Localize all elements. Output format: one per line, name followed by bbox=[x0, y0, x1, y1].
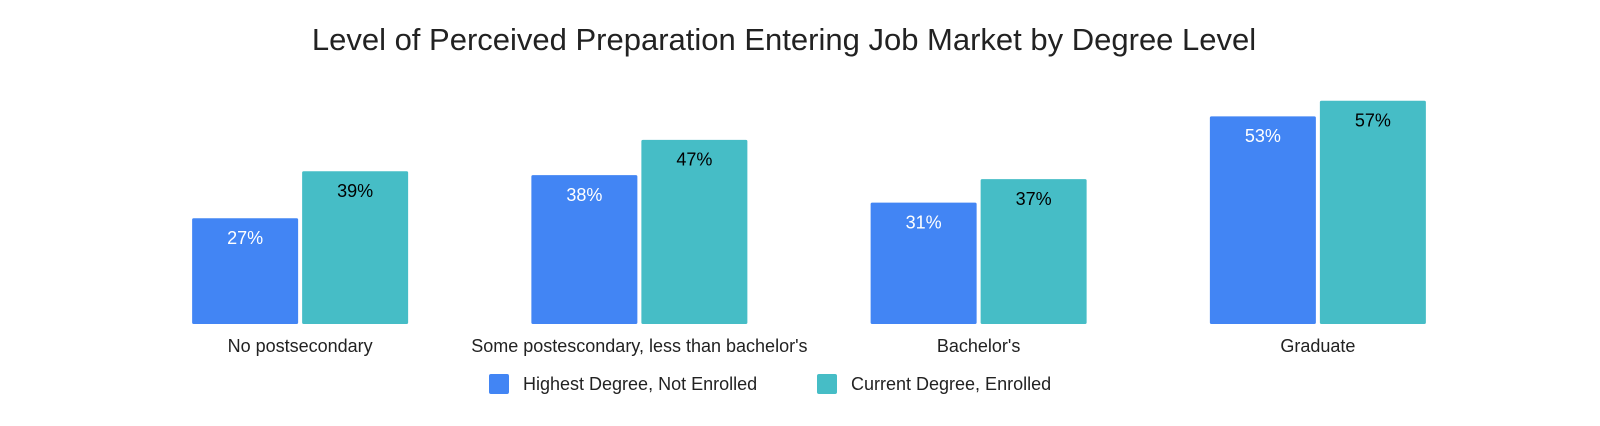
legend-swatch bbox=[817, 374, 837, 394]
legend-label: Highest Degree, Not Enrolled bbox=[523, 374, 757, 394]
data-label: 47% bbox=[676, 150, 712, 170]
bar bbox=[980, 179, 1087, 324]
x-tick-label: No postsecondary bbox=[228, 336, 373, 356]
bar bbox=[531, 175, 638, 324]
data-label: 31% bbox=[906, 212, 942, 232]
legend-swatch bbox=[489, 374, 509, 394]
data-label: 39% bbox=[337, 181, 373, 201]
x-tick-label: Some postescondary, less than bachelor's bbox=[471, 336, 807, 356]
bar bbox=[1319, 100, 1426, 324]
x-tick-label: Bachelor's bbox=[937, 336, 1020, 356]
data-label: 38% bbox=[566, 185, 602, 205]
data-label: 37% bbox=[1016, 189, 1052, 209]
bar bbox=[1209, 116, 1316, 325]
data-label: 27% bbox=[227, 228, 263, 248]
bar bbox=[192, 218, 299, 324]
chart-title: Level of Perceived Preparation Entering … bbox=[312, 22, 1256, 57]
data-label: 57% bbox=[1355, 111, 1391, 131]
bar bbox=[870, 202, 977, 324]
bar bbox=[302, 171, 409, 324]
data-label: 53% bbox=[1245, 126, 1281, 146]
bar bbox=[641, 139, 748, 324]
x-tick-label: Graduate bbox=[1280, 336, 1355, 356]
legend-label: Current Degree, Enrolled bbox=[851, 374, 1051, 394]
